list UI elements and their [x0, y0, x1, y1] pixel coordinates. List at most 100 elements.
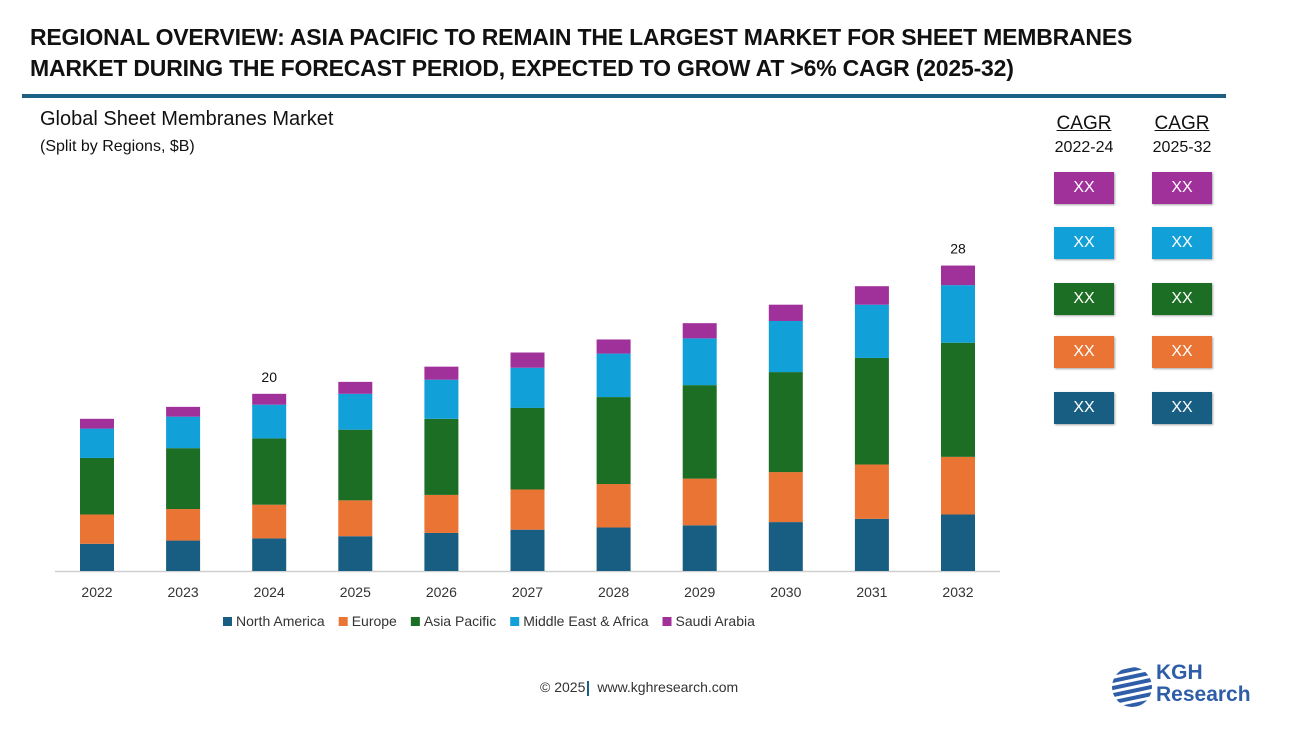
bar-segment-asia-pacific-2023: [166, 448, 201, 510]
chart-title: Global Sheet Membranes Market: [40, 108, 334, 130]
legend-label: Middle East & Africa: [523, 613, 648, 629]
logo-text-1: KGH: [1156, 661, 1203, 684]
x-tick-label: 2024: [254, 584, 285, 600]
bar-segment-middle-east-africa-2030: [768, 320, 803, 373]
footer: © 2025 www.kghresearch.com: [540, 679, 738, 696]
data-label: 20: [261, 369, 277, 385]
legend-swatch: [662, 617, 672, 626]
x-tick-label: 2022: [81, 584, 112, 600]
bar-segment-saudi-arabia-2026: [424, 366, 459, 380]
bar-segment-asia-pacific-2032: [941, 342, 975, 457]
x-tick-label: 2028: [598, 584, 629, 600]
bar-segment-asia-pacific-2026: [424, 418, 459, 495]
bar-segment-europe-2026: [424, 494, 459, 533]
bar-segment-middle-east-africa-2025: [338, 393, 373, 430]
cagr-value-box: XX: [1152, 336, 1212, 368]
legend-label: Europe: [352, 613, 397, 629]
cagr-value-box: XX: [1152, 283, 1212, 315]
bar-segment-middle-east-africa-2023: [166, 416, 201, 449]
bar-segment-europe-2023: [166, 509, 201, 541]
bar-segment-middle-east-africa-2031: [854, 304, 889, 358]
bar-segment-north-america-2029: [682, 525, 717, 571]
x-tick-label: 2029: [684, 584, 715, 600]
bar-segment-europe-2027: [510, 489, 545, 530]
cagr-value-box: XX: [1054, 336, 1114, 368]
legend-label: Saudi Arabia: [676, 613, 756, 629]
bar-segment-north-america-2022: [80, 543, 114, 571]
footer-divider: [587, 680, 590, 696]
logo-text-2: Research: [1156, 683, 1251, 706]
bar-segment-asia-pacific-2024: [252, 438, 287, 505]
bar-segment-north-america-2030: [768, 522, 803, 571]
bar-segment-middle-east-africa-2032: [941, 285, 975, 343]
bar-segment-asia-pacific-2029: [682, 385, 717, 479]
bar-segment-europe-2030: [768, 472, 803, 523]
x-tick-label: 2026: [426, 584, 457, 600]
data-label: 28: [950, 241, 966, 257]
bar-segment-saudi-arabia-2030: [768, 304, 803, 321]
bar-segment-north-america-2028: [596, 527, 631, 571]
bar-segment-saudi-arabia-2029: [682, 323, 717, 339]
bar-segment-north-america-2026: [424, 532, 459, 571]
cagr-period: 2025-32: [1152, 139, 1212, 156]
legend-swatch: [510, 617, 520, 626]
kgh-logo: KGH Research: [1110, 661, 1260, 711]
cagr-value-box: XX: [1054, 392, 1114, 424]
legend-swatch: [338, 617, 348, 626]
bar-segment-europe-2031: [854, 464, 889, 519]
bar-segment-europe-2022: [80, 514, 114, 544]
bar-segment-middle-east-africa-2024: [252, 404, 287, 439]
chart-subtitle: (Split by Regions, $B): [40, 138, 195, 155]
bar-segment-europe-2029: [682, 478, 717, 526]
bar-segment-north-america-2023: [166, 540, 201, 571]
x-tick-label: 2027: [512, 584, 543, 600]
legend-swatch: [410, 617, 420, 626]
bar-segment-saudi-arabia-2023: [166, 406, 201, 417]
bar-segment-saudi-arabia-2028: [596, 339, 631, 354]
cagr-period: 2022-24: [1054, 139, 1114, 156]
legend-swatch: [223, 617, 232, 626]
bar-segment-europe-2028: [596, 484, 631, 528]
title-line-1: REGIONAL OVERVIEW: ASIA PACIFIC TO REMAI…: [30, 24, 1133, 50]
bar-segment-middle-east-africa-2027: [510, 367, 545, 408]
bar-segment-north-america-2024: [252, 538, 287, 571]
cagr-value-box: XX: [1054, 227, 1114, 259]
cagr-heading: CAGR: [1154, 113, 1210, 134]
bar-segment-north-america-2031: [854, 518, 889, 571]
bar-segment-saudi-arabia-2025: [338, 381, 373, 394]
bar-segment-saudi-arabia-2032: [941, 265, 975, 286]
bar-segment-asia-pacific-2030: [768, 372, 803, 473]
bar-segment-asia-pacific-2022: [80, 457, 114, 515]
copyright: © 2025: [540, 679, 586, 695]
x-tick-label: 2030: [770, 584, 801, 600]
cagr-header: CAGR 2022-24: [1044, 113, 1124, 157]
website-link[interactable]: www.kghresearch.com: [597, 679, 739, 695]
cagr-value-box: XX: [1152, 172, 1212, 204]
cagr-header: CAGR 2025-32: [1142, 113, 1222, 157]
x-tick-label: 2023: [168, 584, 199, 600]
bar-segment-middle-east-africa-2022: [80, 428, 114, 458]
cagr-value-box: XX: [1054, 172, 1114, 204]
bar-segment-asia-pacific-2028: [596, 397, 631, 485]
legend-label: North America: [236, 613, 325, 629]
cagr-value-box: XX: [1152, 392, 1212, 424]
bar-segment-saudi-arabia-2022: [80, 418, 114, 429]
bar-segment-europe-2032: [941, 456, 975, 515]
bar-segment-asia-pacific-2025: [338, 429, 373, 501]
bar-segment-middle-east-africa-2026: [424, 379, 459, 419]
bar-segment-north-america-2027: [510, 529, 545, 571]
page-title: REGIONAL OVERVIEW: ASIA PACIFIC TO REMAI…: [30, 22, 1230, 84]
bar-segment-middle-east-africa-2028: [596, 353, 631, 398]
bar-segment-europe-2025: [338, 500, 373, 537]
bar-segment-saudi-arabia-2031: [854, 286, 889, 305]
x-tick-label: 2025: [340, 584, 371, 600]
cagr-value-box: XX: [1152, 227, 1212, 259]
title-line-2: MARKET DURING THE FORECAST PERIOD, EXPEC…: [30, 55, 1014, 81]
header-divider: [22, 94, 1226, 98]
x-tick-label: 2031: [856, 584, 887, 600]
bar-segment-europe-2024: [252, 504, 287, 539]
globe-icon: [1112, 667, 1152, 707]
bar-segment-asia-pacific-2031: [854, 357, 889, 465]
x-tick-label: 2032: [942, 584, 973, 600]
